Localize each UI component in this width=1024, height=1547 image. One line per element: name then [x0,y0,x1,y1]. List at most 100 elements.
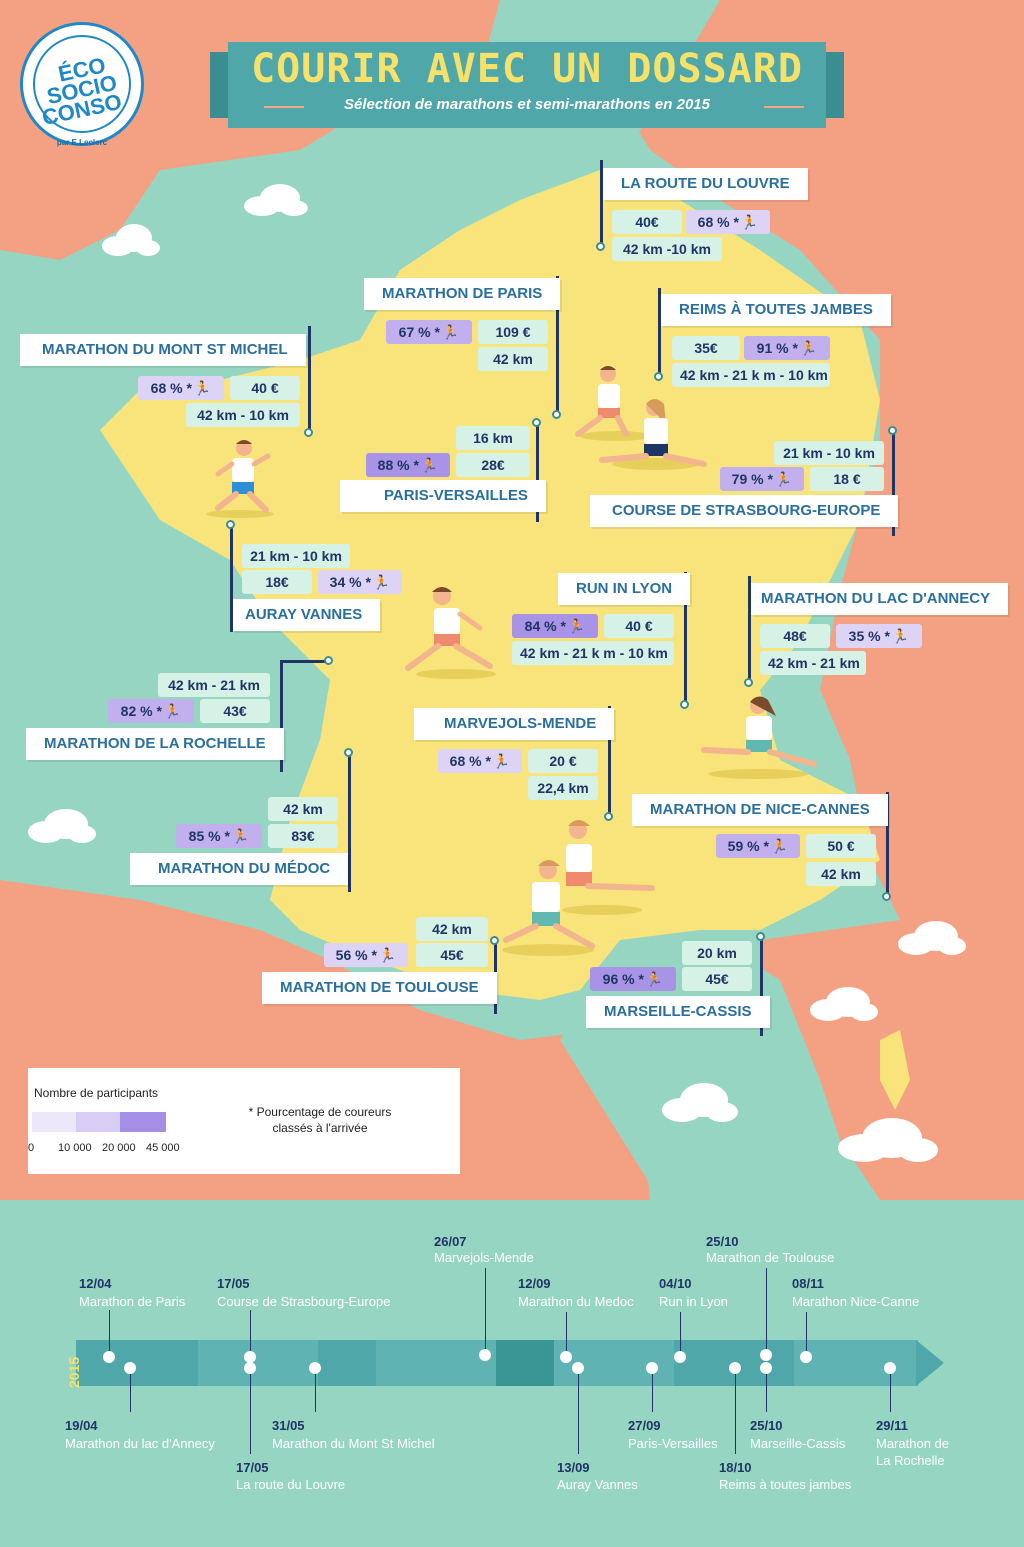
race-name-lyon[interactable]: RUN IN LYON [558,573,691,605]
timeline-date: 25/10 [750,1418,783,1433]
race-location-dot[interactable] [490,936,499,945]
runner-icon: 🏃 [163,703,182,719]
timeline-event: Reims à toutes jambes [719,1477,852,1492]
timeline-dot[interactable] [309,1362,321,1374]
race-location-dot[interactable] [226,520,235,529]
race-pole [658,288,661,376]
runner-icon: 🏃 [441,324,460,340]
timeline-dot[interactable] [560,1351,572,1363]
timeline-event: Auray Vannes [557,1477,638,1492]
race-location-dot[interactable] [680,700,689,709]
race-name-nice[interactable]: MARATHON DE NICE-CANNES [632,794,888,826]
race-name-strasbourg[interactable]: COURSE DE STRASBOURG-EUROPE [590,495,899,527]
timeline-tick [652,1368,653,1412]
runner-icon: 🏃 [891,628,910,644]
finish-rate-badge: 96 % * 🏃 [590,967,676,991]
race-location-dot[interactable] [888,426,897,435]
timeline-dot[interactable] [244,1351,256,1363]
price-badge: 28€ [456,453,530,477]
runner-icon: 🏃 [193,380,212,396]
race-location-dot[interactable] [596,242,605,251]
finish-rate-badge: 88 % * 🏃 [366,453,450,477]
race-location-dot[interactable] [744,678,753,687]
race-name-rochelle[interactable]: MARATHON DE LA ROCHELLE [26,728,284,760]
race-name-auray[interactable]: AURAY VANNES [233,599,381,631]
race-location-dot[interactable] [344,748,353,757]
race-name-reims[interactable]: REIMS À TOUTES JAMBES [661,294,891,326]
race-name-toulouse[interactable]: MARATHON DE TOULOUSE [262,972,497,1004]
timeline-event: Marathon de Toulouse [706,1250,835,1265]
runner-icon: 🏃 [799,340,818,356]
timeline-dot[interactable] [479,1349,491,1361]
race-pole [600,160,603,246]
runner-icon: 🏃 [492,753,511,769]
corsica [880,1030,910,1110]
logo-subtext: par E.Leclerc [56,138,108,147]
timeline-date: 26/07 [434,1234,467,1249]
race-location-dot[interactable] [654,372,663,381]
timeline-event: La route du Louvre [236,1477,346,1492]
timeline-dot[interactable] [124,1362,136,1374]
timeline-date: 19/04 [65,1418,98,1433]
timeline-dot[interactable] [884,1362,896,1374]
runner-icon: 🏃 [774,471,793,487]
distance-badge: 21 km - 10 km [774,441,884,465]
timeline-dot[interactable] [760,1349,772,1361]
price-badge: 109 € [478,320,548,344]
price-badge: 45€ [416,943,488,967]
legend-swatch [32,1112,76,1132]
runner-illustration [575,366,707,470]
race-location-dot[interactable] [532,418,541,427]
timeline-date: 08/11 [792,1276,824,1291]
timeline-tick [766,1268,767,1354]
race-location-dot[interactable] [552,410,561,419]
runner-icon: 🏃 [231,828,250,844]
distance-badge: 21 km - 10 km [242,544,350,568]
timeline-dot[interactable] [103,1351,115,1363]
race-location-dot[interactable] [324,656,333,665]
timeline-date: 18/10 [719,1460,752,1475]
finish-rate-badge: 56 % * 🏃 [324,943,408,967]
race-location-dot[interactable] [756,932,765,941]
price-badge: 40 € [604,614,674,638]
race-name-versailles[interactable]: PARIS-VERSAILLES [340,480,546,512]
timeline-dot[interactable] [646,1362,658,1374]
race-name-paris[interactable]: MARATHON DE PARIS [364,278,561,310]
timeline-tick [130,1368,131,1412]
timeline-dot[interactable] [572,1362,584,1374]
timeline-date: 12/09 [518,1276,551,1291]
timeline-dot[interactable] [760,1362,772,1374]
timeline-dot[interactable] [674,1351,686,1363]
legend-tick: 0 [28,1142,35,1154]
race-location-dot[interactable] [604,812,613,821]
timeline-tick [806,1312,807,1356]
race-name-mende[interactable]: MARVEJOLS-MENDE [414,708,615,740]
runner-icon: 🏃 [420,457,439,473]
race-location-dot[interactable] [304,428,313,437]
runner-illustration [405,587,496,679]
distance-badge: 42 km - 10 km [186,403,300,427]
finish-rate-badge: 68 % * 🏃 [438,749,522,773]
timeline-dot[interactable] [800,1351,812,1363]
logo-ring [33,35,131,133]
race-name-louvre[interactable]: LA ROUTE DU LOUVRE [603,168,808,200]
race-name-medoc[interactable]: MARATHON DU MÉDOC [130,853,349,885]
legend-swatch [120,1112,166,1132]
timeline-dot[interactable] [729,1362,741,1374]
race-name-cassis[interactable]: MARSEILLE-CASSIS [586,996,770,1028]
runner-illustration [502,820,655,956]
page-title: COURIR AVEC UN DOSSARD [251,46,803,92]
timeline-dot[interactable] [244,1362,256,1374]
race-name-annecy[interactable]: MARATHON DU LAC D'ANNECY [751,583,1009,615]
finish-rate-badge: 79 % * 🏃 [720,467,804,491]
timeline-date: 31/05 [272,1418,305,1433]
timeline-tick [109,1310,110,1358]
cloud-icon [838,1118,938,1162]
cloud-icon [662,1083,738,1122]
distance-badge: 42 km - 21 k m - 10 km [512,641,674,665]
race-location-dot[interactable] [882,892,891,901]
cloud-icon [102,224,160,256]
timeline-date: 27/09 [628,1418,661,1433]
race-name-mont-st-michel[interactable]: MARATHON DU MONT ST MICHEL [20,334,306,366]
runner-illustration [206,440,274,518]
